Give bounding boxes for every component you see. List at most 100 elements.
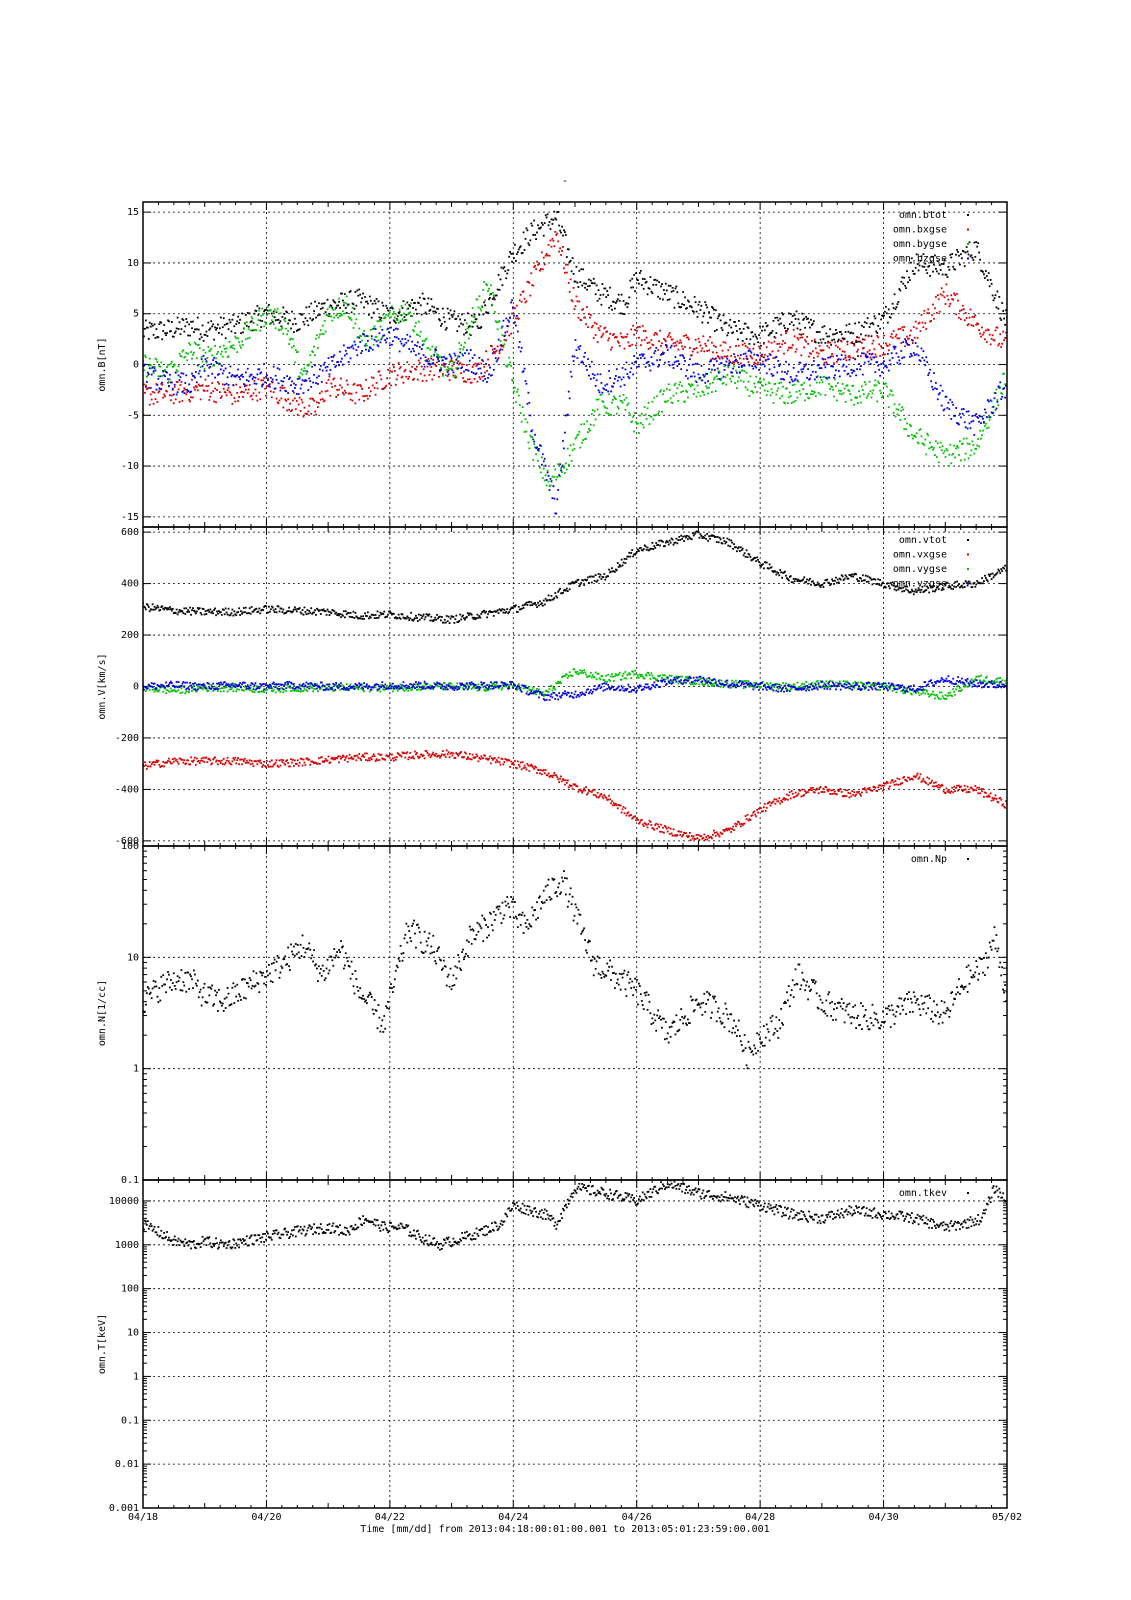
data-point — [343, 312, 346, 315]
data-point — [228, 371, 231, 374]
data-point — [636, 365, 638, 368]
data-point — [807, 343, 809, 345]
data-point — [273, 611, 276, 614]
data-point — [634, 361, 636, 364]
data-point — [734, 382, 736, 384]
data-point — [317, 608, 319, 611]
data-point — [771, 391, 774, 394]
data-point — [205, 613, 208, 615]
data-point — [223, 347, 226, 350]
data-point — [759, 378, 761, 381]
data-point — [440, 359, 443, 362]
data-point — [871, 322, 874, 324]
data-point — [932, 590, 934, 593]
data-point — [932, 448, 934, 451]
data-point — [804, 399, 807, 402]
data-point — [218, 346, 221, 348]
data-point — [841, 383, 844, 385]
data-point — [448, 622, 451, 625]
data-point — [348, 346, 351, 349]
data-point — [851, 573, 854, 576]
data-point — [889, 335, 892, 338]
data-point — [463, 346, 465, 348]
data-point — [953, 585, 956, 588]
data-point — [783, 571, 785, 574]
data-point — [901, 357, 904, 359]
data-point — [691, 384, 694, 386]
data-point — [636, 550, 638, 553]
data-point — [921, 585, 924, 588]
data-point — [379, 341, 382, 344]
data-point — [423, 618, 426, 621]
data-point — [379, 325, 382, 328]
data-point — [195, 610, 198, 613]
data-point — [304, 412, 307, 415]
data-point — [516, 251, 519, 253]
data-point — [506, 325, 509, 327]
data-point — [482, 360, 485, 363]
data-point — [591, 282, 594, 285]
data-point — [293, 387, 296, 389]
data-point — [968, 580, 971, 583]
data-point — [366, 344, 368, 347]
data-point — [836, 340, 839, 343]
data-point — [234, 756, 237, 759]
data-point — [972, 419, 975, 422]
data-point — [236, 759, 239, 762]
data-point — [564, 231, 566, 234]
data-point — [286, 759, 289, 762]
data-point — [673, 361, 676, 364]
data-point — [915, 432, 918, 435]
data-point — [305, 757, 308, 760]
data-point — [836, 358, 839, 361]
data-point — [240, 610, 242, 613]
data-point — [881, 346, 883, 349]
data-point — [217, 350, 219, 353]
data-point — [664, 282, 667, 285]
data-point — [549, 239, 552, 242]
data-point — [829, 356, 832, 359]
data-point — [1004, 383, 1006, 386]
data-point — [881, 371, 883, 374]
data-point — [331, 359, 334, 362]
data-point — [756, 363, 759, 366]
data-point — [315, 316, 317, 319]
data-point — [429, 619, 432, 622]
data-point — [590, 326, 593, 329]
data-point — [745, 355, 748, 358]
data-point — [488, 287, 490, 290]
data-point — [320, 302, 323, 305]
data-point — [341, 386, 343, 389]
data-point — [583, 355, 586, 358]
data-point — [750, 390, 753, 393]
data-point — [824, 394, 827, 396]
data-point — [621, 312, 624, 315]
data-point — [952, 588, 955, 590]
data-point — [249, 321, 252, 323]
data-point — [532, 284, 535, 287]
data-point — [221, 383, 224, 386]
data-point — [258, 391, 261, 394]
data-point — [799, 393, 802, 396]
data-point — [994, 409, 997, 412]
data-point — [877, 380, 880, 383]
data-point — [829, 328, 832, 331]
data-point — [507, 319, 510, 322]
data-point — [797, 370, 800, 373]
data-point — [835, 369, 837, 372]
data-point — [228, 762, 231, 764]
data-point — [480, 309, 483, 312]
data-point — [339, 350, 341, 353]
data-point — [535, 238, 537, 241]
data-point — [868, 380, 871, 383]
data-point — [346, 346, 349, 349]
data-point — [772, 401, 775, 404]
data-point — [836, 346, 839, 349]
data-point — [706, 387, 709, 389]
data-point — [867, 360, 870, 363]
data-point — [531, 224, 534, 227]
data-point — [537, 459, 539, 462]
data-point — [201, 365, 204, 368]
data-point — [183, 356, 186, 359]
data-point — [186, 359, 189, 362]
